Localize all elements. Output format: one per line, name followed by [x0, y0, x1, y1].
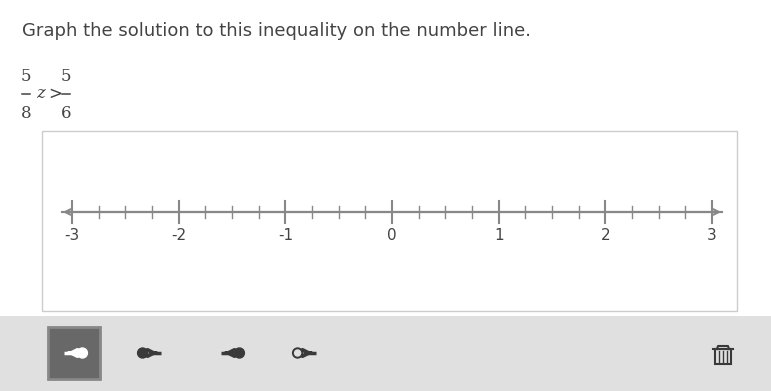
Text: 8: 8 — [21, 105, 32, 122]
Text: >: > — [48, 85, 62, 103]
Circle shape — [234, 348, 244, 358]
Circle shape — [293, 348, 302, 358]
Bar — [0, 316, 771, 391]
Text: 6: 6 — [61, 105, 71, 122]
Bar — [715, 349, 731, 364]
Bar — [48, 327, 100, 379]
Text: -1: -1 — [278, 228, 293, 243]
Text: 5: 5 — [21, 68, 32, 85]
Circle shape — [77, 348, 87, 358]
Text: 2: 2 — [601, 228, 610, 243]
Text: 0: 0 — [387, 228, 397, 243]
Text: 5: 5 — [61, 68, 71, 85]
Text: 1: 1 — [494, 228, 503, 243]
Text: 3: 3 — [707, 228, 717, 243]
Circle shape — [295, 350, 301, 356]
Text: Graph the solution to this inequality on the number line.: Graph the solution to this inequality on… — [22, 22, 531, 40]
Bar — [42, 131, 737, 311]
Text: -2: -2 — [171, 228, 187, 243]
Text: z: z — [36, 86, 45, 102]
Text: -3: -3 — [64, 228, 79, 243]
Circle shape — [137, 348, 147, 358]
